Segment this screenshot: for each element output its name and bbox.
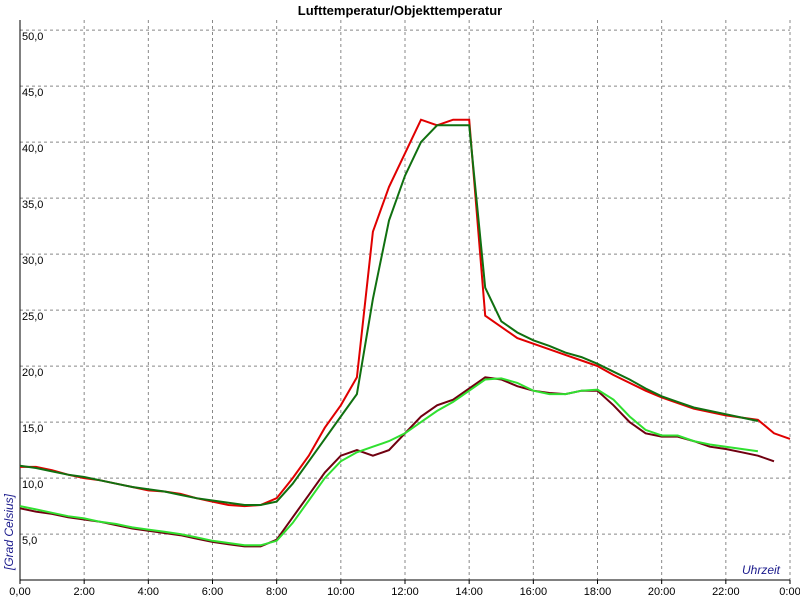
x-tick-label: 4:00 (138, 586, 159, 598)
y-tick-label: 25,0 (22, 311, 43, 323)
y-tick-label: 45,0 (22, 87, 43, 99)
x-tick-label: 12:00 (391, 586, 419, 598)
y-axis-label: [Grad Celsius] (2, 493, 16, 571)
y-tick-label: 40,0 (22, 143, 43, 155)
x-tick-label: 8:00 (266, 586, 287, 598)
x-tick-label: 0,00 (9, 586, 30, 598)
y-tick-label: 30,0 (22, 255, 43, 267)
series-line (19, 376, 775, 548)
x-tick-label: 20:00 (648, 586, 676, 598)
x-tick-label: 18:00 (584, 586, 612, 598)
x-tick-label: 6:00 (202, 586, 223, 598)
y-tick-label: 35,0 (22, 199, 43, 211)
series-line (19, 377, 759, 547)
x-tick-label: 10:00 (327, 586, 355, 598)
x-tick-label: 16:00 (520, 586, 548, 598)
x-tick-label: 14:00 (455, 586, 483, 598)
chart-title: Lufttemperatur/Objekttemperatur (298, 3, 502, 18)
series-line (20, 118, 791, 508)
y-tick-label: 50,0 (22, 31, 43, 43)
x-tick-label: 0:00 (779, 586, 800, 598)
series-line (19, 124, 759, 506)
x-tick-label: 22:00 (712, 586, 740, 598)
x-tick-label: 2:00 (73, 586, 94, 598)
y-tick-label: 15,0 (22, 423, 43, 435)
y-tick-label: 20,0 (22, 367, 43, 379)
y-tick-label: 10,0 (22, 479, 43, 491)
y-tick-label: 5,0 (22, 535, 37, 547)
x-axis-label: Uhrzeit (742, 563, 781, 577)
